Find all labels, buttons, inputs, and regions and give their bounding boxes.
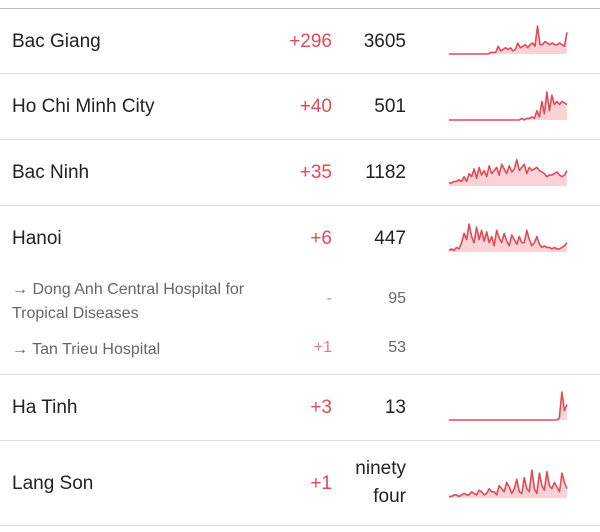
row-delta: +6 <box>310 228 332 249</box>
sparkline-area <box>449 26 567 54</box>
sparkline-line <box>449 391 568 421</box>
table-row-hanoi[interactable]: Hanoi +6 447 → Dong Anh Central Hospital… <box>0 206 600 375</box>
sparkline-line <box>449 25 568 55</box>
sub-row-delta: - <box>326 290 332 307</box>
sparkline <box>449 465 568 503</box>
sparkline-line <box>449 91 568 121</box>
table-row-bac-ninh[interactable]: Bac Ninh +35 1182 <box>0 140 600 206</box>
sparkline <box>449 87 568 125</box>
sub-row-total: 53 <box>388 339 406 356</box>
row-name: Ho Chi Minh City <box>12 96 155 117</box>
sub-row-total: 95 <box>388 290 406 307</box>
row-delta: +3 <box>310 397 332 418</box>
sparkline-svg <box>449 469 568 498</box>
sparkline-svg <box>448 223 568 252</box>
row-name: Bac Giang <box>12 31 101 52</box>
table-row-ho-chi-minh-city[interactable]: Ho Chi Minh City +40 501 <box>0 74 600 140</box>
sparkline-line <box>449 158 568 184</box>
sub-row-name: → Tan Trieu Hospital <box>12 341 161 358</box>
sub-row-name: → Dong Anh Central Hospital for Tropical… <box>12 281 245 322</box>
table-row-bac-giang[interactable]: Bac Giang +296 3605 <box>0 9 600 74</box>
row-total: ninety four <box>355 455 406 511</box>
row-total: 1182 <box>365 162 406 183</box>
sub-row-dong-anh-hospital[interactable]: → Dong Anh Central Hospital for Tropical… <box>0 276 600 328</box>
sparkline <box>449 387 568 425</box>
sub-row-tan-trieu-hospital[interactable]: → Tan Trieu Hospital +1 53 <box>0 336 600 366</box>
sparkline-svg <box>449 91 568 121</box>
row-total-line-2: four <box>373 486 406 507</box>
row-delta: +35 <box>299 162 332 183</box>
sparkline-area <box>449 159 567 186</box>
row-name: Lang Son <box>12 473 94 494</box>
row-total: 501 <box>374 96 406 117</box>
sparkline <box>449 153 568 191</box>
row-name: Hanoi <box>12 228 62 249</box>
table-top-border <box>0 8 600 9</box>
sparkline-svg <box>449 158 568 186</box>
sparkline-area <box>449 392 567 420</box>
row-total: 3605 <box>363 31 406 52</box>
sparkline-area <box>449 224 567 252</box>
sparkline <box>448 219 568 257</box>
sparkline-line <box>448 223 568 252</box>
row-total-line-1: ninety <box>355 458 406 479</box>
row-total: 13 <box>384 397 406 418</box>
row-delta: +40 <box>299 96 332 117</box>
table-row-ha-tinh[interactable]: Ha Tinh +3 13 <box>0 375 600 441</box>
row-name: Bac Ninh <box>12 162 90 183</box>
row-total: 447 <box>374 228 406 249</box>
row-delta: +1 <box>310 473 332 494</box>
sparkline-svg <box>449 391 568 421</box>
row-name: Ha Tinh <box>12 397 78 418</box>
sparkline-line <box>449 469 568 498</box>
sparkline-svg <box>449 25 568 55</box>
sub-row-delta: +1 <box>313 339 332 356</box>
table-row-lang-son[interactable]: Lang Son +1 ninety four <box>0 441 600 526</box>
row-delta: +296 <box>289 31 332 52</box>
sparkline <box>449 21 568 59</box>
